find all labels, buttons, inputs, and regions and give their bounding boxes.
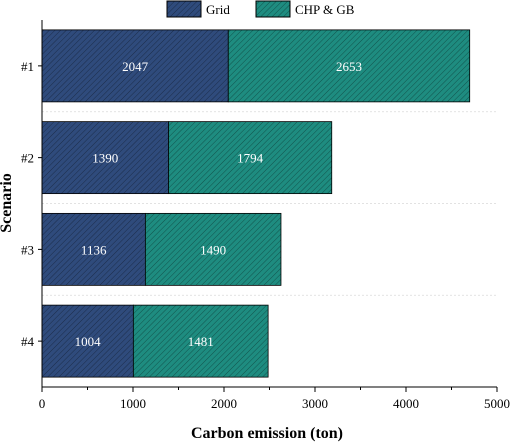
bar-hatch-chp-gb-2	[168, 121, 332, 194]
x-tick-label: 5000	[484, 396, 510, 411]
y-tick-label: #3	[21, 242, 34, 257]
data-label-chp-gb-2: 1794	[237, 151, 264, 166]
plot-area: 2047 2653 #1 1390 1794 #2 1136 1490 #3 1004 1481 #4…	[21, 20, 510, 411]
legend-swatch-grid-hatch	[167, 1, 201, 17]
data-label-grid-3: 1136	[81, 242, 107, 257]
data-label-grid-2: 1390	[92, 151, 118, 166]
x-tick-label: 0	[39, 396, 46, 411]
bar-hatch-grid-3	[42, 213, 146, 286]
bar-hatch-grid-4	[42, 305, 134, 378]
data-label-chp-gb-1: 2653	[336, 59, 362, 74]
y-tick-label: #4	[21, 334, 35, 349]
x-tick-label: 1000	[120, 396, 146, 411]
bar-hatch-chp-gb-4	[133, 305, 269, 378]
y-tick-label: #2	[21, 151, 34, 166]
legend-swatch-chp-gb-hatch	[256, 1, 290, 17]
y-axis-title: Scenario	[0, 173, 15, 233]
x-tick-label: 2000	[211, 396, 237, 411]
bar-hatch-chp-gb-1	[228, 29, 470, 102]
legend-label-grid: Grid	[206, 2, 230, 17]
data-label-grid-4: 1004	[75, 334, 102, 349]
data-label-chp-gb-4: 1481	[188, 334, 214, 349]
legend: Grid CHP & GB	[166, 0, 355, 18]
data-label-grid-1: 2047	[122, 59, 149, 74]
x-axis-title: Carbon emission (ton)	[191, 425, 343, 442]
bar-hatch-chp-gb-3	[145, 213, 281, 286]
y-tick-label: #1	[21, 59, 34, 74]
bar-hatch-grid-2	[42, 121, 169, 194]
bar-hatch-grid-1	[42, 29, 229, 102]
legend-label-chp-gb: CHP & GB	[295, 2, 355, 17]
x-tick-label: 3000	[302, 396, 328, 411]
data-label-chp-gb-3: 1490	[200, 242, 226, 257]
x-tick-label: 4000	[393, 396, 419, 411]
